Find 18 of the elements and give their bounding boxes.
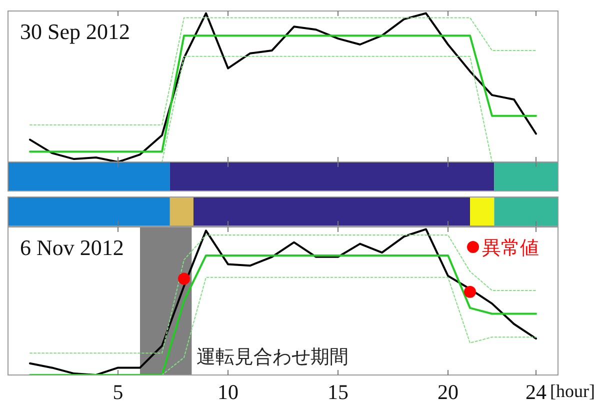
x-tick-label: 10	[218, 380, 238, 403]
bar	[494, 162, 558, 191]
bar	[494, 197, 558, 226]
x-tick-label: 20	[438, 380, 458, 403]
bar	[8, 162, 170, 191]
chart-title: 30 Sep 2012	[20, 19, 130, 44]
bar	[170, 197, 194, 226]
x-tick-label: 5	[112, 380, 124, 403]
legend-label: 異常値	[482, 238, 539, 259]
bar	[193, 197, 470, 226]
x-tick-label: 24	[526, 380, 547, 403]
bar	[8, 197, 170, 226]
band-label: 運転見合わせ期間	[196, 347, 349, 368]
bar	[170, 162, 494, 191]
bar	[470, 197, 494, 226]
chart-title: 6 Nov 2012	[20, 235, 124, 260]
x-tick-label: 15	[328, 380, 348, 403]
x-axis-title: [hour]	[550, 381, 595, 401]
